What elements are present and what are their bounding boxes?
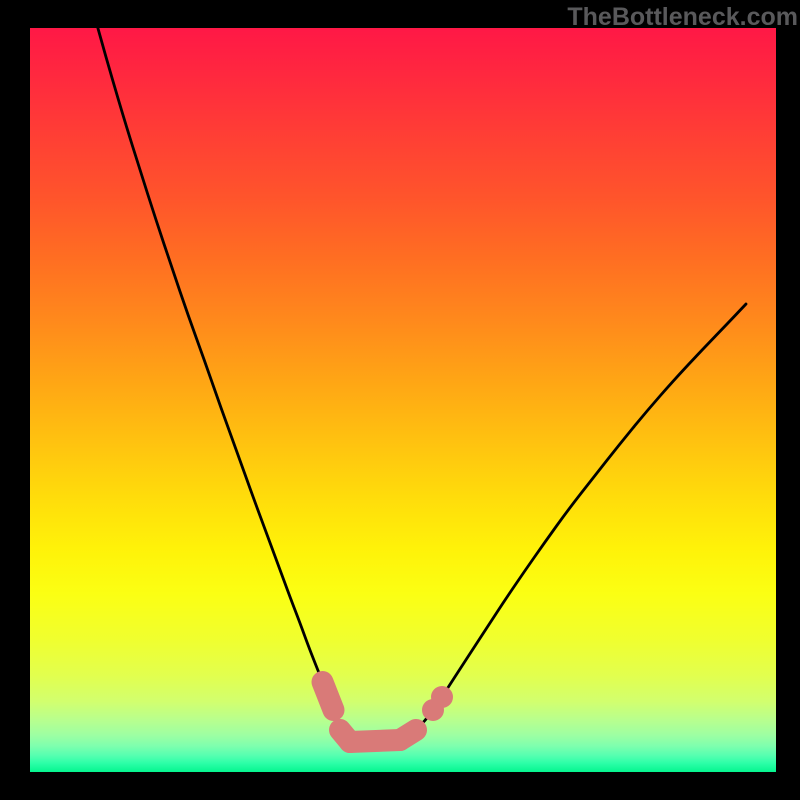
- marker-dot: [431, 686, 453, 708]
- plot-area: [30, 28, 776, 772]
- plot-svg: [30, 28, 776, 772]
- marker-group: [323, 682, 454, 742]
- marker-pill: [400, 730, 416, 740]
- marker-pill: [323, 682, 334, 710]
- watermark-text: TheBottleneck.com: [567, 3, 798, 32]
- bottleneck-curve: [90, 28, 746, 744]
